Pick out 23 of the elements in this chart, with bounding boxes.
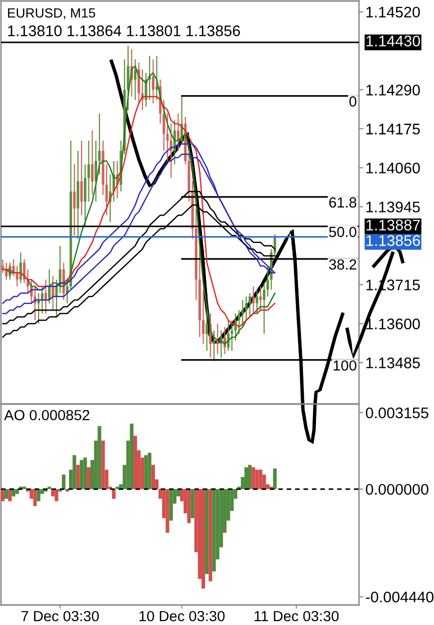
y-tick-label: 1.14520: [366, 6, 420, 18]
text: 1.13810 1.13864 1.13801 1.13856: [8, 25, 240, 36]
annotation: 0: [349, 96, 356, 107]
x-tick-label: 10 Dec 03:30: [140, 610, 225, 622]
chart-title: EURUSD, M15: [8, 8, 96, 20]
ref-line-label: 1.14430: [366, 36, 420, 46]
annotation: 38.2: [329, 259, 356, 270]
y-tick-label: -0.004440: [366, 592, 434, 602]
x-tick-label: 7 Dec 03:30: [22, 610, 99, 622]
annotation: 100: [334, 360, 356, 371]
y-tick-label: 1.13945: [366, 202, 420, 212]
y-tick-label: 1.14175: [366, 124, 420, 134]
ref-line-label: 1.13856: [366, 235, 420, 246]
y-tick-label: 1.14290: [366, 84, 420, 96]
y-tick-label: 1.14060: [366, 162, 420, 174]
chart-title: AO 0.000852: [4, 410, 90, 420]
ref-line-label: 1.13887: [366, 220, 420, 230]
y-tick-label: 0.003155: [366, 407, 428, 418]
annotation: 61.8: [329, 197, 356, 208]
y-tick-label: 1.13485: [366, 358, 420, 368]
annotation: 50.0: [329, 226, 356, 238]
x-tick-label: 11 Dec 03:30: [254, 610, 339, 622]
y-tick-label: 0.000000: [366, 484, 428, 495]
